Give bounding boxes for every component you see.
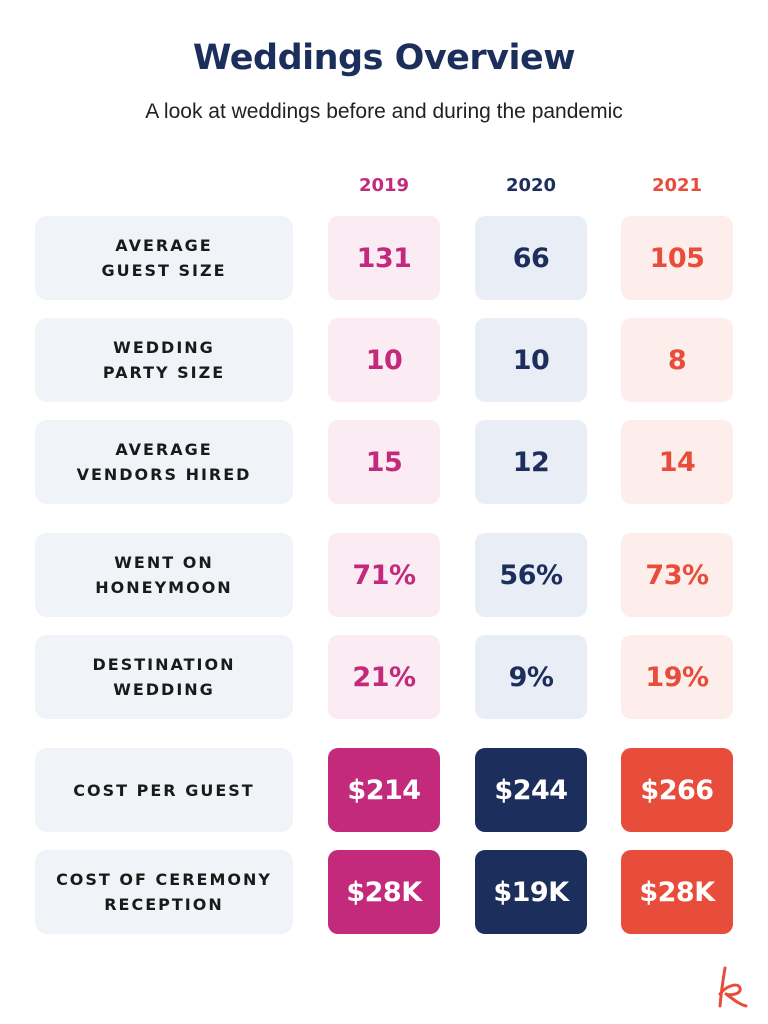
row-label-text: WEDDING PARTY SIZE — [102, 338, 226, 382]
row-label-text: DESTINATION WEDDING — [92, 655, 236, 699]
value-cell-2019: 10 — [328, 318, 440, 402]
value-cell-2020: 9% — [475, 635, 587, 719]
value-cell-2021: $28K — [621, 850, 733, 934]
page-subtitle: A look at weddings before and during the… — [145, 100, 623, 123]
value-cell-2020: $19K — [475, 850, 587, 934]
row-label-text: AVERAGE VENDORS HIRED — [76, 440, 252, 484]
value-cell-2021: $266 — [621, 748, 733, 832]
page-title: Weddings Overview — [192, 38, 576, 78]
kitchen-k-logo-icon — [718, 966, 748, 1008]
row-label: DESTINATION WEDDING — [35, 635, 293, 719]
value-cell-2020: 10 — [475, 318, 587, 402]
value-cell-2019: 131 — [328, 216, 440, 300]
value-cell-2020: $244 — [475, 748, 587, 832]
column-header-2020: 2020 — [505, 175, 557, 196]
row-label-text: COST PER GUEST — [73, 780, 255, 800]
row-label: AVERAGE GUEST SIZE — [35, 216, 293, 300]
value-cell-2020: 66 — [475, 216, 587, 300]
value-cell-2019: $28K — [328, 850, 440, 934]
value-cell-2019: 21% — [328, 635, 440, 719]
value-cell-2021: 19% — [621, 635, 733, 719]
row-label: AVERAGE VENDORS HIRED — [35, 420, 293, 504]
value-cell-2021: 14 — [621, 420, 733, 504]
row-label-text: AVERAGE GUEST SIZE — [101, 236, 227, 280]
column-header-2019: 2019 — [358, 175, 410, 196]
row-label: WEDDING PARTY SIZE — [35, 318, 293, 402]
value-cell-2021: 73% — [621, 533, 733, 617]
row-label-text: COST OF CEREMONY RECEPTION — [56, 870, 272, 914]
value-cell-2020: 12 — [475, 420, 587, 504]
row-label: WENT ON HONEYMOON — [35, 533, 293, 617]
value-cell-2020: 56% — [475, 533, 587, 617]
value-cell-2019: $214 — [328, 748, 440, 832]
row-label-text: WENT ON HONEYMOON — [95, 553, 233, 597]
value-cell-2021: 8 — [621, 318, 733, 402]
value-cell-2021: 105 — [621, 216, 733, 300]
row-label: COST PER GUEST — [35, 748, 293, 832]
value-cell-2019: 15 — [328, 420, 440, 504]
column-header-2021: 2021 — [651, 175, 703, 196]
value-cell-2019: 71% — [328, 533, 440, 617]
row-label: COST OF CEREMONY RECEPTION — [35, 850, 293, 934]
